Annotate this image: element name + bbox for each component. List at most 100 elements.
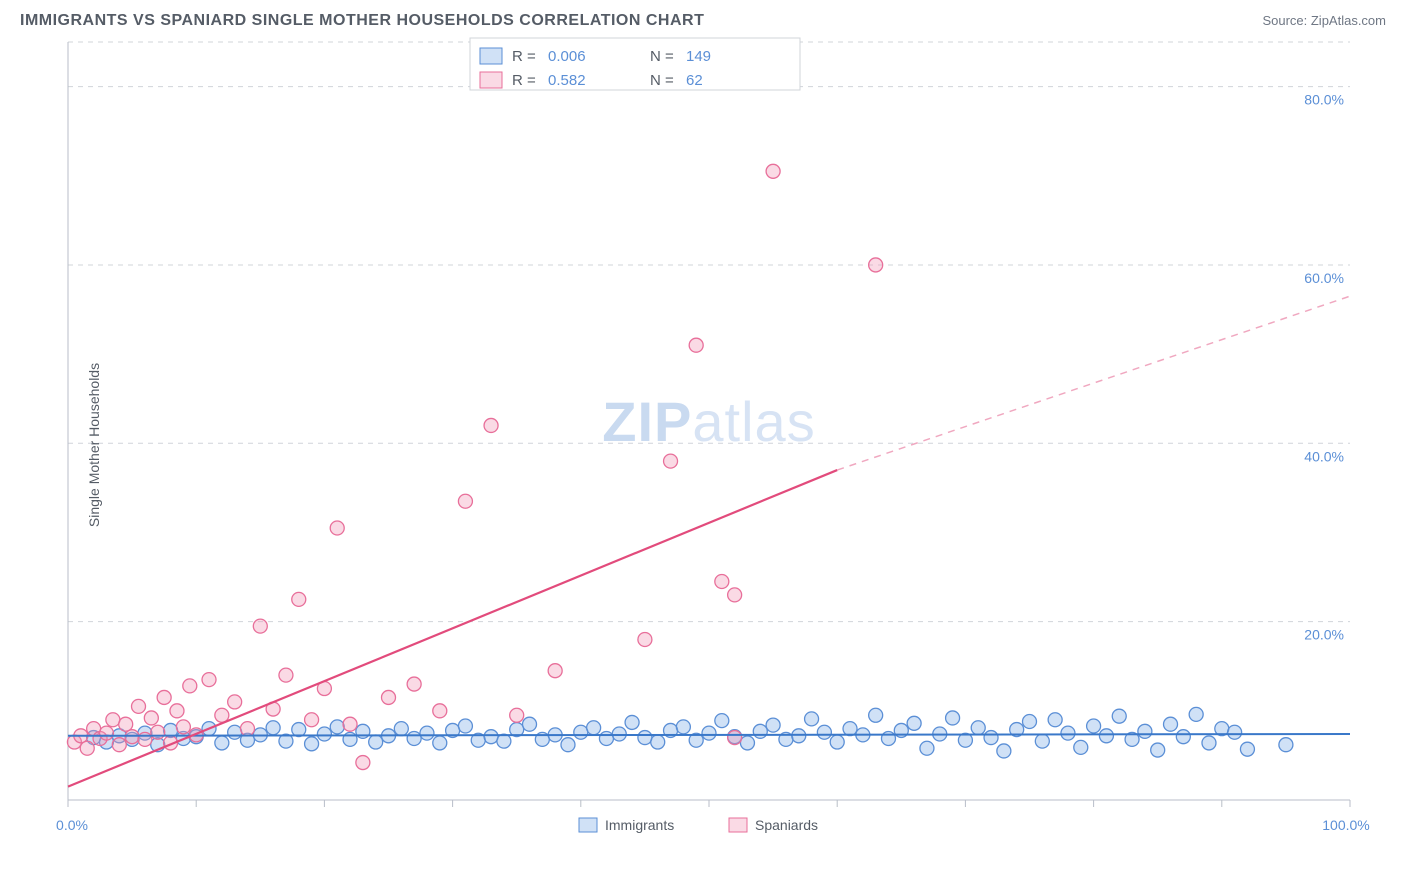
data-point [228, 725, 242, 739]
data-point [651, 735, 665, 749]
data-point [1087, 719, 1101, 733]
data-point [138, 732, 152, 746]
data-point [292, 723, 306, 737]
y-tick-label: 80.0% [1304, 92, 1344, 108]
data-point [881, 731, 895, 745]
data-point [715, 714, 729, 728]
data-point [612, 727, 626, 741]
data-point [907, 716, 921, 730]
data-point [202, 673, 216, 687]
data-point [753, 724, 767, 738]
data-point [984, 731, 998, 745]
data-point [843, 722, 857, 736]
data-point [638, 731, 652, 745]
data-point [228, 695, 242, 709]
data-point [946, 711, 960, 725]
data-point [728, 731, 742, 745]
y-tick-label: 40.0% [1304, 448, 1344, 464]
data-point [157, 690, 171, 704]
data-point [830, 735, 844, 749]
source: Source: ZipAtlas.com [1262, 13, 1386, 28]
data-point [869, 708, 883, 722]
data-point [292, 592, 306, 606]
data-point [1151, 743, 1165, 757]
source-label: Source: [1262, 13, 1310, 28]
data-point [805, 712, 819, 726]
data-point [394, 722, 408, 736]
data-point [638, 632, 652, 646]
data-point [817, 725, 831, 739]
data-point [99, 726, 113, 740]
data-point [1202, 736, 1216, 750]
data-point [1138, 724, 1152, 738]
data-point [689, 338, 703, 352]
data-point [458, 719, 472, 733]
legend-label: Immigrants [605, 817, 674, 833]
data-point [112, 738, 126, 752]
data-point [433, 704, 447, 718]
watermark: ZIPatlas [602, 390, 815, 453]
y-axis-label: Single Mother Households [86, 363, 102, 527]
data-point [1164, 717, 1178, 731]
data-point [215, 736, 229, 750]
legend-n-value: 62 [686, 72, 703, 89]
legend-n-value: 149 [686, 48, 711, 65]
data-point [420, 726, 434, 740]
legend-swatch [579, 818, 597, 832]
data-point [548, 664, 562, 678]
data-point [1279, 738, 1293, 752]
data-point [369, 735, 383, 749]
data-point [144, 711, 158, 725]
data-point [740, 736, 754, 750]
data-point [1074, 740, 1088, 754]
data-point [305, 713, 319, 727]
data-point [132, 699, 146, 713]
data-point [458, 494, 472, 508]
legend-swatch [480, 48, 502, 64]
data-point [766, 164, 780, 178]
source-value: ZipAtlas.com [1311, 13, 1386, 28]
data-point [330, 521, 344, 535]
data-point [510, 708, 524, 722]
data-point [561, 738, 575, 752]
data-point [497, 734, 511, 748]
data-point [266, 721, 280, 735]
data-point [664, 454, 678, 468]
data-point [343, 717, 357, 731]
legend-n-label: N = [650, 48, 674, 65]
data-point [433, 736, 447, 750]
data-point [792, 729, 806, 743]
data-point [587, 721, 601, 735]
data-point [151, 725, 165, 739]
data-point [330, 720, 344, 734]
data-point [253, 619, 267, 633]
data-point [484, 418, 498, 432]
y-tick-label: 20.0% [1304, 627, 1344, 643]
data-point [484, 730, 498, 744]
data-point [920, 741, 934, 755]
data-point [625, 715, 639, 729]
data-point [176, 720, 190, 734]
data-point [407, 677, 421, 691]
legend-r-value: 0.582 [548, 72, 586, 89]
legend-r-value: 0.006 [548, 48, 586, 65]
data-point [702, 726, 716, 740]
legend-r-label: R = [512, 48, 536, 65]
data-point [1048, 713, 1062, 727]
data-point [382, 690, 396, 704]
legend-r-label: R = [512, 72, 536, 89]
x-tick-label: 100.0% [1322, 817, 1369, 833]
data-point [715, 575, 729, 589]
data-point [869, 258, 883, 272]
data-point [1035, 734, 1049, 748]
data-point [1228, 725, 1242, 739]
data-point [1240, 742, 1254, 756]
data-point [997, 744, 1011, 758]
data-point [1099, 729, 1113, 743]
correlation-scatter-chart: 20.0%40.0%60.0%80.0%ZIPatlas0.0%100.0%R … [20, 30, 1386, 860]
data-point [599, 731, 613, 745]
data-point [1176, 730, 1190, 744]
data-point [240, 722, 254, 736]
data-point [728, 588, 742, 602]
data-point [170, 704, 184, 718]
